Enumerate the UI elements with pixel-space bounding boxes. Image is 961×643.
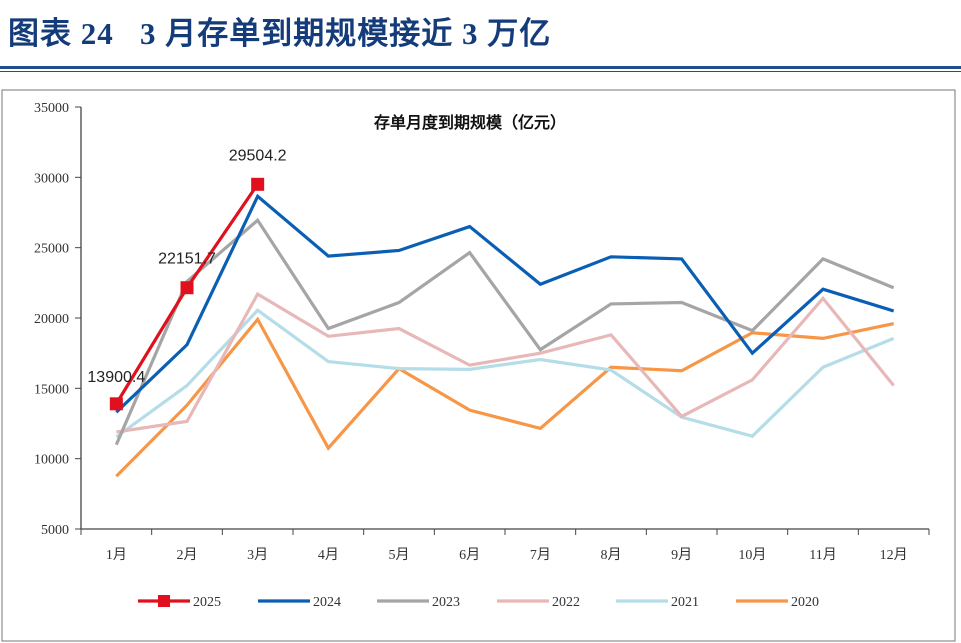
legend-item-2022: 2022	[497, 595, 580, 610]
data-point-2025	[109, 397, 123, 411]
data-point-2025	[251, 177, 265, 191]
legend-item-2024: 2024	[258, 595, 341, 610]
legend-item-2025: 2025	[138, 595, 221, 610]
x-tick-label: 11月	[809, 547, 836, 563]
x-tick-label: 2月	[177, 547, 198, 563]
title-rule-thin	[0, 71, 961, 72]
y-tick-label: 15000	[34, 382, 69, 397]
legend-label: 2021	[671, 595, 699, 610]
figure-title: 图表 24 3 月存单到期规模接近 3 万亿	[8, 16, 552, 51]
y-tick-label: 25000	[34, 242, 69, 257]
title-rule	[0, 66, 961, 69]
y-tick-label: 5000	[41, 523, 69, 538]
series-line-2021	[115, 308, 895, 439]
x-tick-label: 12月	[880, 547, 908, 563]
y-tick-label: 30000	[34, 171, 69, 186]
series-line-2022	[116, 291, 895, 434]
series-line-2024	[115, 193, 895, 414]
legend-label: 2022	[552, 595, 580, 610]
x-tick-label: 10月	[738, 547, 766, 563]
series-line-2023	[114, 217, 895, 446]
legend-label: 2025	[193, 595, 221, 610]
x-tick-label: 1月	[106, 547, 127, 563]
legend-item-2021: 2021	[616, 595, 699, 610]
legend-item-2023: 2023	[377, 595, 460, 610]
x-tick-label: 5月	[389, 547, 410, 563]
legend-item-2020: 2020	[736, 595, 819, 610]
y-tick-label: 20000	[34, 312, 69, 327]
data-label: 22151.7	[158, 251, 216, 268]
x-tick-label: 3月	[247, 547, 268, 563]
y-tick-label: 10000	[34, 453, 69, 468]
x-tick-label: 8月	[601, 547, 622, 563]
x-tick-label: 7月	[530, 547, 551, 563]
series-line-2020	[115, 316, 894, 478]
chart-title: 存单月度到期规模（亿元）	[374, 113, 566, 132]
legend-label: 2020	[791, 595, 819, 610]
x-tick-label: 4月	[318, 547, 339, 563]
y-tick-label: 35000	[34, 101, 69, 116]
x-tick-label: 6月	[459, 547, 480, 563]
data-label: 29504.2	[229, 147, 287, 164]
legend-marker	[158, 595, 170, 607]
legend-label: 2023	[432, 595, 460, 610]
chart-frame	[1, 89, 956, 642]
legend-label: 2024	[313, 595, 341, 610]
data-point-2025	[180, 281, 194, 295]
data-label: 13900.4	[87, 369, 145, 386]
x-tick-label: 9月	[671, 547, 692, 563]
